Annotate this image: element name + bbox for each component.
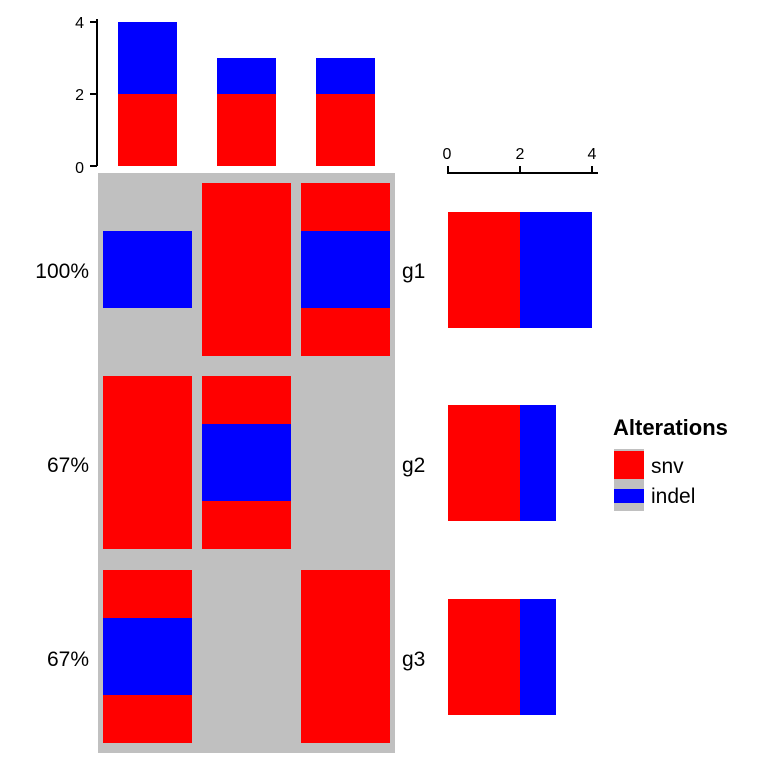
- right-bar-g1-snv: [448, 212, 520, 328]
- right-barplot: [448, 212, 592, 715]
- top-bar-s2-indel: [217, 58, 276, 94]
- right-bar-g1-indel: [520, 212, 592, 328]
- gene-label-g1: g1: [402, 260, 425, 283]
- oncoprint-grid: [98, 173, 395, 753]
- right-axis-tick-label-4: 4: [588, 146, 597, 163]
- gene-label-g3: g3: [402, 648, 425, 671]
- right-bar-g3-indel: [520, 599, 556, 715]
- row-percentage-g2: 67%: [47, 454, 89, 477]
- right-axis-tick-label-0: 0: [443, 146, 452, 163]
- gene-labels: g1 g2 g3: [402, 260, 425, 671]
- cell-g1-s3-indel: [301, 231, 390, 308]
- cell-g2-s2-indel: [202, 424, 291, 501]
- right-barplot-axis: 0 2 4: [443, 146, 598, 174]
- right-bar-g2-snv: [448, 405, 520, 521]
- cell-g3-s1-indel: [103, 618, 192, 695]
- cell-g3-s3-snv: [301, 570, 390, 743]
- top-bar-s2-snv: [217, 94, 276, 166]
- legend-swatch-snv: [614, 451, 644, 479]
- top-bar-s3-snv: [316, 94, 375, 166]
- top-axis-tick-label-0: 0: [75, 160, 84, 177]
- right-bar-g3-snv: [448, 599, 520, 715]
- row-percentage-labels: 100% 67% 67%: [35, 260, 89, 671]
- top-bar-s3-indel: [316, 58, 375, 94]
- top-axis-tick-label-4: 4: [75, 15, 84, 32]
- top-axis-tick-label-2: 2: [75, 87, 84, 104]
- top-barplot: [118, 22, 375, 166]
- right-axis-tick-label-2: 2: [516, 146, 525, 163]
- legend-title: Alterations: [613, 415, 728, 440]
- cell-g2-s1-snv: [103, 376, 192, 549]
- row-percentage-g1: 100%: [35, 260, 89, 283]
- top-bar-s1-indel: [118, 22, 177, 94]
- legend-swatch-indel: [614, 489, 644, 503]
- cell-g1-s2-snv: [202, 183, 291, 356]
- gene-label-g2: g2: [402, 454, 425, 477]
- top-bar-s1-snv: [118, 94, 177, 166]
- cell-g1-s1-indel: [103, 231, 192, 308]
- legend-label-snv: snv: [651, 455, 684, 478]
- legend: Alterations snv indel: [613, 415, 728, 511]
- top-barplot-axis: 0 2 4: [75, 15, 98, 177]
- right-bar-g2-indel: [520, 405, 556, 521]
- row-percentage-g3: 67%: [47, 648, 89, 671]
- legend-label-indel: indel: [651, 485, 695, 508]
